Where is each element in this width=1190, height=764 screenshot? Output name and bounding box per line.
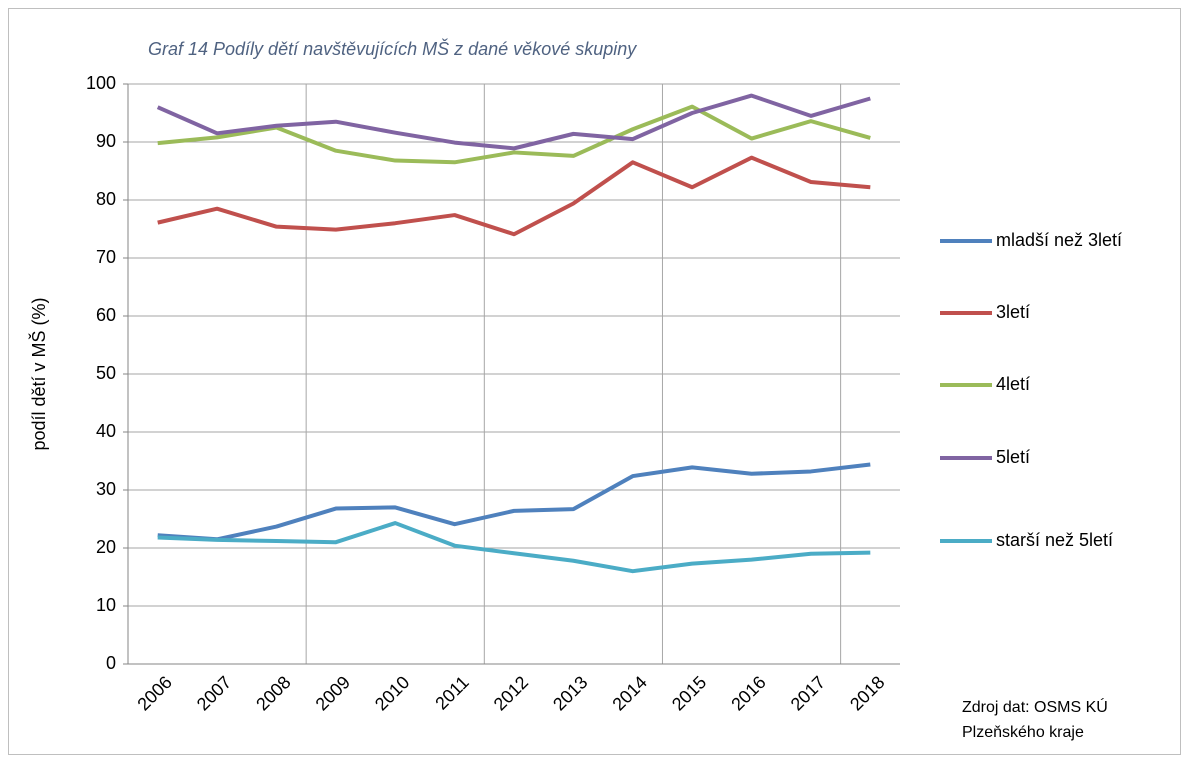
x-tick-label: 2006	[133, 672, 175, 714]
series-line	[157, 521, 871, 574]
x-tick-label: 2012	[490, 672, 532, 714]
x-tick-label: 2008	[252, 672, 294, 714]
y-tick-label: 80	[96, 189, 116, 209]
series-line	[157, 462, 871, 542]
y-tick-label: 90	[96, 131, 116, 151]
y-axis-label: podíl dětí v MŠ (%)	[28, 297, 49, 450]
x-tick-label: 2009	[312, 672, 354, 714]
series-line	[156, 93, 871, 151]
source-note: Zdroj dat: OSMS KÚ	[962, 697, 1108, 716]
y-tick-label: 50	[96, 363, 116, 383]
x-tick-label: 2010	[371, 672, 413, 714]
y-tick-label: 0	[106, 653, 116, 673]
x-tick-label: 2013	[549, 672, 591, 714]
legend-label: 4letí	[996, 374, 1030, 394]
y-tick-label: 10	[96, 595, 116, 615]
series-line	[157, 155, 871, 237]
y-tick-label: 100	[86, 73, 116, 93]
legend-label: 5letí	[996, 447, 1030, 467]
x-tick-label: 2011	[431, 672, 473, 714]
x-tick-label: 2014	[608, 672, 650, 714]
source-note: Plzeňského kraje	[962, 724, 1084, 741]
series-line	[157, 104, 871, 165]
chart-title: Graf 14 Podíly dětí navštěvujících MŠ z …	[148, 38, 637, 59]
x-tick-label: 2017	[787, 672, 829, 714]
x-tick-label: 2018	[846, 672, 888, 714]
y-tick-label: 60	[96, 305, 116, 325]
legend-label: mladší než 3letí	[996, 230, 1122, 250]
chart-border	[8, 8, 1181, 755]
legend-label: starší než 5letí	[996, 530, 1113, 550]
y-tick-label: 70	[96, 247, 116, 267]
legend-label: 3letí	[996, 302, 1030, 322]
y-tick-label: 20	[96, 537, 116, 557]
x-tick-label: 2007	[193, 672, 235, 714]
y-tick-label: 30	[96, 479, 116, 499]
x-tick-label: 2015	[668, 672, 710, 714]
x-tick-label: 2016	[727, 672, 769, 714]
y-tick-label: 40	[96, 421, 116, 441]
